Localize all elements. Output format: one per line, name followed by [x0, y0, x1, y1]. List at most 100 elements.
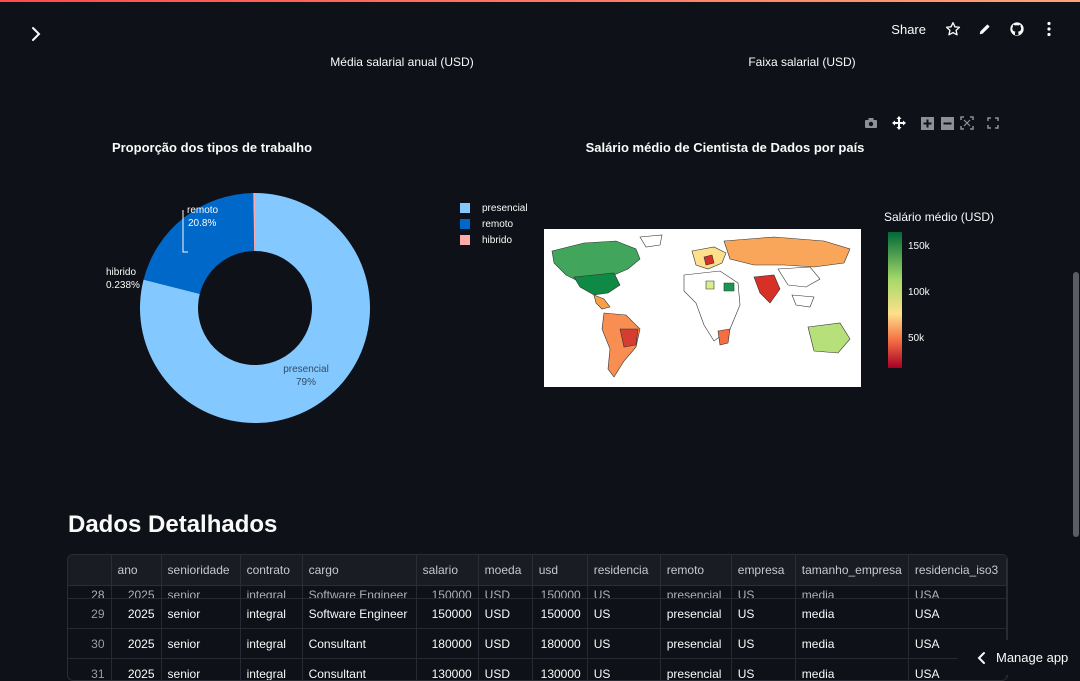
github-icon[interactable]: [1008, 20, 1026, 38]
table-cell[interactable]: 150000: [532, 599, 587, 629]
pie-label-hibrido-pct: 0.238%: [106, 280, 140, 291]
table-cell[interactable]: Software Engineer: [302, 586, 416, 599]
table-cell[interactable]: integral: [240, 629, 302, 659]
table-cell[interactable]: 30: [68, 629, 111, 659]
table-cell[interactable]: Consultant: [302, 659, 416, 681]
table-cell[interactable]: 2025: [111, 629, 161, 659]
table-cell[interactable]: 31: [68, 659, 111, 681]
col-header-ano[interactable]: ano: [111, 555, 161, 586]
table-cell[interactable]: US: [587, 659, 660, 681]
table-cell[interactable]: Software Engineer: [302, 599, 416, 629]
table-cell[interactable]: US: [587, 599, 660, 629]
table-cell[interactable]: 130000: [532, 659, 587, 681]
table-cell[interactable]: 150000: [416, 599, 478, 629]
col-header-empresa[interactable]: empresa: [731, 555, 795, 586]
table-cell[interactable]: senior: [161, 659, 240, 681]
table-cell[interactable]: Consultant: [302, 629, 416, 659]
col-header-residencia-iso3[interactable]: residencia_iso3: [908, 555, 1006, 586]
col-header-usd[interactable]: usd: [532, 555, 587, 586]
legend-label: remoto: [482, 219, 513, 230]
table-cell[interactable]: US: [731, 586, 795, 599]
col-header-cargo[interactable]: cargo: [302, 555, 416, 586]
table-header-row: ano senioridade contrato cargo salario m…: [68, 555, 1007, 586]
table-cell[interactable]: 180000: [532, 629, 587, 659]
colorbar-tick-150k: 150k: [908, 241, 931, 252]
zoom-in-icon[interactable]: [920, 116, 934, 130]
table-cell[interactable]: 2025: [111, 599, 161, 629]
table-cell[interactable]: USD: [478, 586, 532, 599]
pie-label-remoto-pct: 20.8%: [188, 218, 216, 229]
table-cell[interactable]: senior: [161, 629, 240, 659]
table-cell[interactable]: integral: [240, 659, 302, 681]
table-cell[interactable]: USD: [478, 659, 532, 681]
col-header-tamanho-empresa[interactable]: tamanho_empresa: [795, 555, 908, 586]
table-cell[interactable]: senior: [161, 599, 240, 629]
table-cell[interactable]: USD: [478, 629, 532, 659]
table-cell[interactable]: 28: [68, 586, 111, 599]
manage-app-button[interactable]: Manage app: [958, 640, 1080, 675]
pencil-icon[interactable]: [976, 20, 994, 38]
col-header-moeda[interactable]: moeda: [478, 555, 532, 586]
share-button[interactable]: Share: [891, 22, 926, 37]
col-header-index[interactable]: [68, 555, 111, 586]
table-cell[interactable]: 130000: [416, 659, 478, 681]
table-cell[interactable]: 150000: [532, 586, 587, 599]
choropleth-map[interactable]: [544, 229, 861, 387]
legend-item-presencial[interactable]: presencial: [460, 200, 528, 216]
data-table[interactable]: ano senioridade contrato cargo salario m…: [67, 554, 1008, 681]
table-cell[interactable]: US: [587, 629, 660, 659]
table-cell[interactable]: US: [587, 586, 660, 599]
table-cell[interactable]: USA: [908, 586, 1006, 599]
col-header-remoto[interactable]: remoto: [660, 555, 731, 586]
legend-item-remoto[interactable]: remoto: [460, 216, 528, 232]
table-cell[interactable]: 2025: [111, 659, 161, 681]
table-cell[interactable]: USD: [478, 599, 532, 629]
map-north-africa: [706, 281, 714, 289]
table-cell[interactable]: US: [731, 659, 795, 681]
table-cell[interactable]: 2025: [111, 586, 161, 599]
table-cell[interactable]: presencial: [660, 659, 731, 681]
table-cell[interactable]: presencial: [660, 586, 731, 599]
table-cell[interactable]: US: [731, 599, 795, 629]
map-middle-east: [724, 283, 734, 291]
table-cell[interactable]: media: [795, 659, 908, 681]
table-cell[interactable]: USA: [908, 599, 1006, 629]
table-cell[interactable]: US: [731, 629, 795, 659]
table-cell[interactable]: 150000: [416, 586, 478, 599]
col-header-senioridade[interactable]: senioridade: [161, 555, 240, 586]
table-cell[interactable]: media: [795, 586, 908, 599]
legend-swatch: [460, 235, 470, 245]
table-cell[interactable]: media: [795, 629, 908, 659]
table-cell[interactable]: 29: [68, 599, 111, 629]
reset-axes-icon[interactable]: [986, 116, 1000, 130]
star-icon[interactable]: [944, 20, 962, 38]
table-cell[interactable]: 180000: [416, 629, 478, 659]
table-cell[interactable]: integral: [240, 586, 302, 599]
table-cell[interactable]: media: [795, 599, 908, 629]
sidebar-expand-button[interactable]: [26, 24, 46, 44]
table-cell[interactable]: integral: [240, 599, 302, 629]
col-header-residencia[interactable]: residencia: [587, 555, 660, 586]
autoscale-icon[interactable]: [960, 116, 974, 130]
more-vertical-icon[interactable]: [1040, 20, 1058, 38]
legend-label: hibrido: [482, 235, 512, 246]
table-cell[interactable]: presencial: [660, 599, 731, 629]
pie-chart-title: Proporção dos tipos de trabalho: [82, 140, 342, 155]
col-header-contrato[interactable]: contrato: [240, 555, 302, 586]
camera-icon[interactable]: [864, 116, 878, 130]
table-cell[interactable]: presencial: [660, 629, 731, 659]
legend-item-hibrido[interactable]: hibrido: [460, 232, 528, 248]
pie-legend: presencial remoto hibrido: [460, 200, 528, 248]
map-south-africa: [718, 329, 730, 345]
pie-label-remoto-name: remoto: [187, 205, 219, 216]
table-cell[interactable]: senior: [161, 586, 240, 599]
page-scrollbar[interactable]: [1073, 272, 1079, 537]
avg-salary-subheader: Média salarial anual (USD): [302, 55, 502, 69]
pan-move-icon[interactable]: [892, 116, 906, 130]
zoom-out-icon[interactable]: [940, 116, 954, 130]
col-header-salario[interactable]: salario: [416, 555, 478, 586]
